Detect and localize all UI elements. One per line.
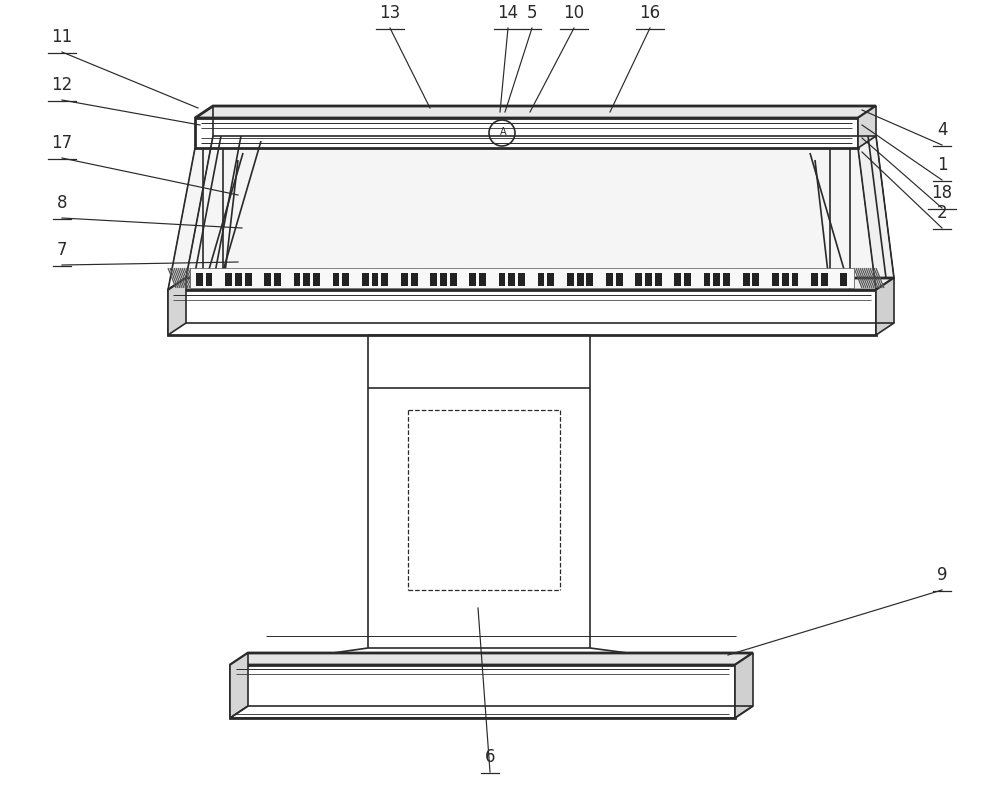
Polygon shape: [735, 653, 753, 718]
Bar: [635, 273, 642, 286]
Bar: [616, 273, 623, 286]
Bar: [840, 273, 847, 286]
Bar: [538, 273, 544, 286]
Bar: [342, 273, 349, 286]
Text: 16: 16: [639, 4, 661, 22]
Bar: [567, 273, 574, 286]
Text: 7: 7: [57, 241, 67, 259]
Bar: [752, 273, 759, 286]
Polygon shape: [168, 148, 876, 290]
Bar: [401, 273, 408, 286]
Bar: [792, 273, 798, 286]
Bar: [723, 273, 730, 286]
Text: 9: 9: [937, 566, 947, 584]
Polygon shape: [168, 278, 894, 290]
Bar: [479, 273, 486, 286]
Bar: [586, 273, 593, 286]
Bar: [303, 273, 310, 286]
Polygon shape: [858, 106, 876, 148]
Bar: [235, 273, 242, 286]
Bar: [381, 273, 388, 286]
Bar: [206, 273, 212, 286]
Text: 1: 1: [937, 156, 947, 174]
Text: 6: 6: [485, 748, 495, 766]
Polygon shape: [195, 106, 876, 118]
Polygon shape: [190, 268, 854, 288]
Polygon shape: [230, 665, 735, 718]
Bar: [821, 273, 828, 286]
Text: 12: 12: [51, 76, 73, 94]
Bar: [372, 273, 378, 286]
Bar: [264, 273, 271, 286]
Bar: [440, 273, 447, 286]
Bar: [313, 273, 320, 286]
Bar: [245, 273, 252, 286]
Bar: [713, 273, 720, 286]
Text: 4: 4: [937, 121, 947, 139]
Bar: [782, 273, 789, 286]
Bar: [362, 273, 369, 286]
Polygon shape: [858, 136, 894, 290]
Bar: [547, 273, 554, 286]
Text: 14: 14: [497, 4, 519, 22]
Bar: [674, 273, 681, 286]
Bar: [294, 273, 300, 286]
Bar: [333, 273, 339, 286]
Bar: [274, 273, 281, 286]
Text: 18: 18: [931, 184, 953, 202]
Text: 11: 11: [51, 28, 73, 46]
Polygon shape: [230, 653, 753, 665]
Polygon shape: [168, 290, 876, 335]
Bar: [577, 273, 584, 286]
Bar: [518, 273, 525, 286]
Bar: [508, 273, 515, 286]
Text: 10: 10: [563, 4, 585, 22]
Text: 17: 17: [51, 134, 73, 152]
Bar: [704, 273, 710, 286]
Bar: [469, 273, 476, 286]
Polygon shape: [876, 278, 894, 335]
Bar: [430, 273, 437, 286]
Polygon shape: [195, 118, 858, 148]
Bar: [196, 273, 203, 286]
Bar: [743, 273, 750, 286]
Text: A: A: [500, 127, 506, 137]
Text: 2: 2: [937, 204, 947, 222]
Bar: [655, 273, 662, 286]
Text: 13: 13: [379, 4, 401, 22]
Bar: [411, 273, 418, 286]
Text: 5: 5: [527, 4, 537, 22]
Polygon shape: [230, 653, 248, 718]
Bar: [645, 273, 652, 286]
Polygon shape: [168, 278, 186, 335]
Bar: [684, 273, 691, 286]
Bar: [811, 273, 818, 286]
Bar: [499, 273, 505, 286]
Bar: [225, 273, 232, 286]
Bar: [606, 273, 613, 286]
Text: 8: 8: [57, 194, 67, 212]
Bar: [450, 273, 457, 286]
Bar: [772, 273, 779, 286]
